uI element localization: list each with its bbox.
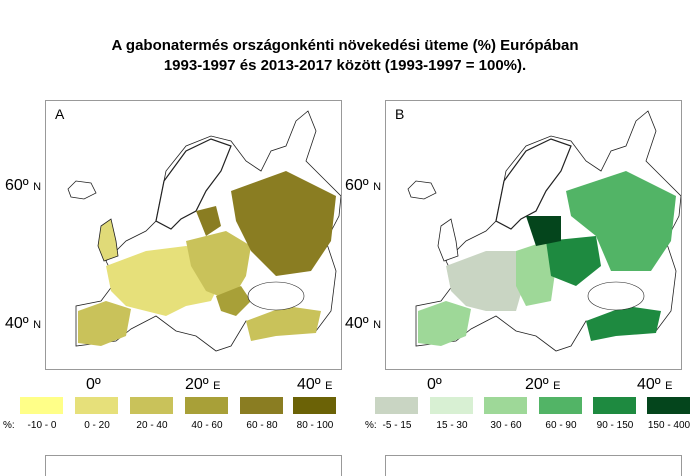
legend-label: 90 - 150: [596, 420, 634, 431]
map-b-lon-40: 40º E: [637, 376, 673, 393]
map-a-black-sea: [247, 281, 305, 311]
map-b-label: B: [395, 106, 405, 122]
map-a-uk: [97, 218, 119, 262]
map-a-baltic: [196, 206, 221, 236]
title-line-1: A gabonatermés országonkénti növekedési …: [111, 37, 579, 54]
legend-swatch: [240, 397, 283, 414]
legend-label: -5 - 15: [382, 420, 412, 431]
legend-label: 15 - 30: [436, 420, 468, 431]
legend-label: 60 - 80: [246, 420, 278, 431]
legend-label: 150 - 400: [647, 420, 690, 431]
map-a-lon-40: 40º E: [297, 376, 333, 393]
map-a-russia: [231, 171, 336, 276]
legend-swatch: [647, 397, 690, 414]
legend-swatch: [430, 397, 473, 414]
map-b-uk: [437, 218, 459, 262]
map-b-belarus: [526, 216, 561, 246]
map-a-balkans: [216, 286, 251, 316]
legend-a-prefix: %:: [3, 420, 15, 431]
map-b-lat-40: 40º N: [345, 315, 382, 332]
map-a-lon-0: 0º: [86, 376, 101, 393]
map-b-iberia: [418, 301, 471, 346]
legend-swatch: [75, 397, 118, 414]
map-a-label: A: [55, 106, 65, 122]
map-a-europe: [67, 110, 341, 352]
map-a-iberia: [78, 301, 131, 346]
legend-swatch: [20, 397, 63, 414]
legend-label: 80 - 100: [296, 420, 334, 431]
legend-swatch: [185, 397, 228, 414]
map-a-lon-20: 20º E: [185, 376, 221, 393]
map-a-turkey: [246, 306, 321, 341]
map-panel-d-partial: [385, 455, 682, 476]
map-b-europe: [407, 110, 681, 352]
map-b-central: [516, 241, 556, 306]
map-panel-c-partial: [45, 455, 342, 476]
legend-label: 0 - 20: [84, 420, 110, 431]
legend-swatch: [293, 397, 336, 414]
map-b-ukraine: [546, 236, 601, 286]
map-b-scandinavia: [495, 138, 572, 230]
map-a-lat-40: 40º N: [5, 315, 42, 332]
legend-swatch: [484, 397, 527, 414]
map-b-lon-0: 0º: [427, 376, 442, 393]
legend-swatch: [593, 397, 636, 414]
chart-title: A gabonatermés országonkénti növekedési …: [0, 36, 690, 76]
map-b-turkey: [586, 306, 661, 341]
legend-label: -10 - 0: [27, 420, 57, 431]
title-line-2: 1993-1997 és 2013-2017 között (1993-1997…: [163, 57, 527, 74]
map-b-iceland: [407, 180, 437, 200]
map-a-iceland: [67, 180, 97, 200]
legend-swatch: [539, 397, 582, 414]
map-panel-b: B: [385, 100, 682, 370]
legend-label: 40 - 60: [191, 420, 223, 431]
map-b-lon-20: 20º E: [525, 376, 561, 393]
legend-label: 30 - 60: [490, 420, 522, 431]
map-b-lat-60: 60º N: [345, 177, 382, 194]
map-a-scandinavia: [155, 138, 232, 230]
legend-swatch: [375, 397, 418, 414]
legend-label: 20 - 40: [136, 420, 168, 431]
map-b-russia: [566, 171, 676, 271]
legend-swatch: [130, 397, 173, 414]
map-b-west-europe: [446, 251, 526, 311]
map-panel-a: A: [45, 100, 342, 370]
map-b-black-sea: [587, 281, 645, 311]
map-a-central-east: [186, 231, 251, 301]
map-a-lat-60: 60º N: [5, 177, 42, 194]
legend-label: 60 - 90: [545, 420, 577, 431]
legend-b-prefix: %:: [365, 420, 377, 431]
